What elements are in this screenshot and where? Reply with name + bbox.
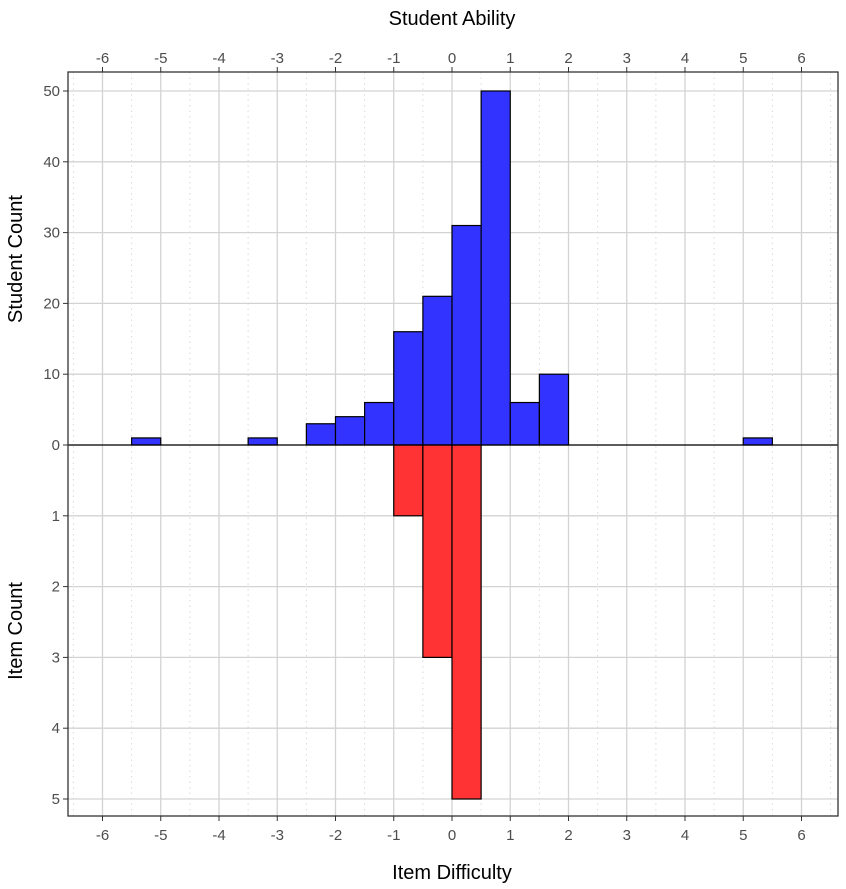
top-x-tick-label: 4 [681, 50, 689, 67]
bottom-x-tick-label: -2 [329, 827, 342, 844]
student-bar [364, 401, 395, 446]
student-y-tick-label: 0 [52, 437, 60, 454]
bottom-x-tick-label: -4 [212, 827, 225, 844]
top-x-tick-label: 0 [448, 50, 456, 67]
student-bar [480, 90, 511, 446]
bottom-x-tick-label: 1 [506, 827, 514, 844]
top-x-tick-label: 1 [506, 50, 514, 67]
student-bar [334, 416, 366, 446]
bottom-x-tick-label: 2 [564, 827, 572, 844]
student-bar [509, 401, 540, 446]
bottom-x-tick-label: 0 [448, 827, 456, 844]
top-x-axis-title: Student Ability [389, 8, 516, 30]
item-y-tick-label: 5 [52, 791, 60, 808]
top-x-tick-label: 3 [623, 50, 631, 67]
bottom-x-tick-label: 3 [623, 827, 631, 844]
item-y-tick-label: 3 [52, 649, 60, 666]
top-x-tick-label: -6 [96, 50, 109, 67]
student-bar [393, 331, 424, 446]
top-x-tick-label: 2 [564, 50, 572, 67]
bottom-x-tick-label: -5 [154, 827, 167, 844]
top-x-tick-label: -1 [387, 50, 400, 67]
student-y-tick-label: 20 [43, 295, 60, 312]
item-y-tick-label: 1 [52, 508, 60, 525]
top-x-tick-label: -5 [154, 50, 167, 67]
bottom-x-tick-label: -6 [96, 827, 109, 844]
bottom-x-tick-label: -3 [271, 827, 284, 844]
student-y-tick-label: 30 [43, 225, 60, 242]
student-bar [538, 373, 570, 446]
bottom-x-axis-title: Item Difficulty [392, 862, 512, 884]
student-count-axis-title: Student Count [5, 195, 27, 323]
student-y-tick-label: 50 [43, 83, 60, 100]
top-x-tick-label: 5 [739, 50, 747, 67]
item-y-tick-label: 4 [52, 720, 60, 737]
item-y-tick-label: 2 [52, 579, 60, 596]
student-bar [247, 437, 278, 446]
student-bar [305, 423, 337, 446]
item-bar [451, 444, 482, 800]
student-y-tick-label: 10 [43, 366, 60, 383]
bottom-x-tick-label: 4 [681, 827, 689, 844]
student-y-tick-label: 40 [43, 154, 60, 171]
top-x-tick-label: -3 [271, 50, 284, 67]
item-bar [393, 444, 424, 517]
top-x-tick-label: 6 [797, 50, 805, 67]
bottom-x-tick-label: -1 [387, 827, 400, 844]
bottom-x-tick-label: 6 [797, 827, 805, 844]
item-count-axis-title: Item Count [5, 582, 27, 680]
student-bar [451, 224, 482, 446]
item-bar [422, 444, 453, 658]
top-x-tick-label: -2 [329, 50, 342, 67]
plot-panel-border [67, 71, 839, 817]
student-bar [742, 437, 773, 446]
top-x-tick-label: -4 [212, 50, 225, 67]
bottom-x-tick-label: 5 [739, 827, 747, 844]
student-bar [422, 295, 453, 446]
student-bar [131, 437, 162, 446]
